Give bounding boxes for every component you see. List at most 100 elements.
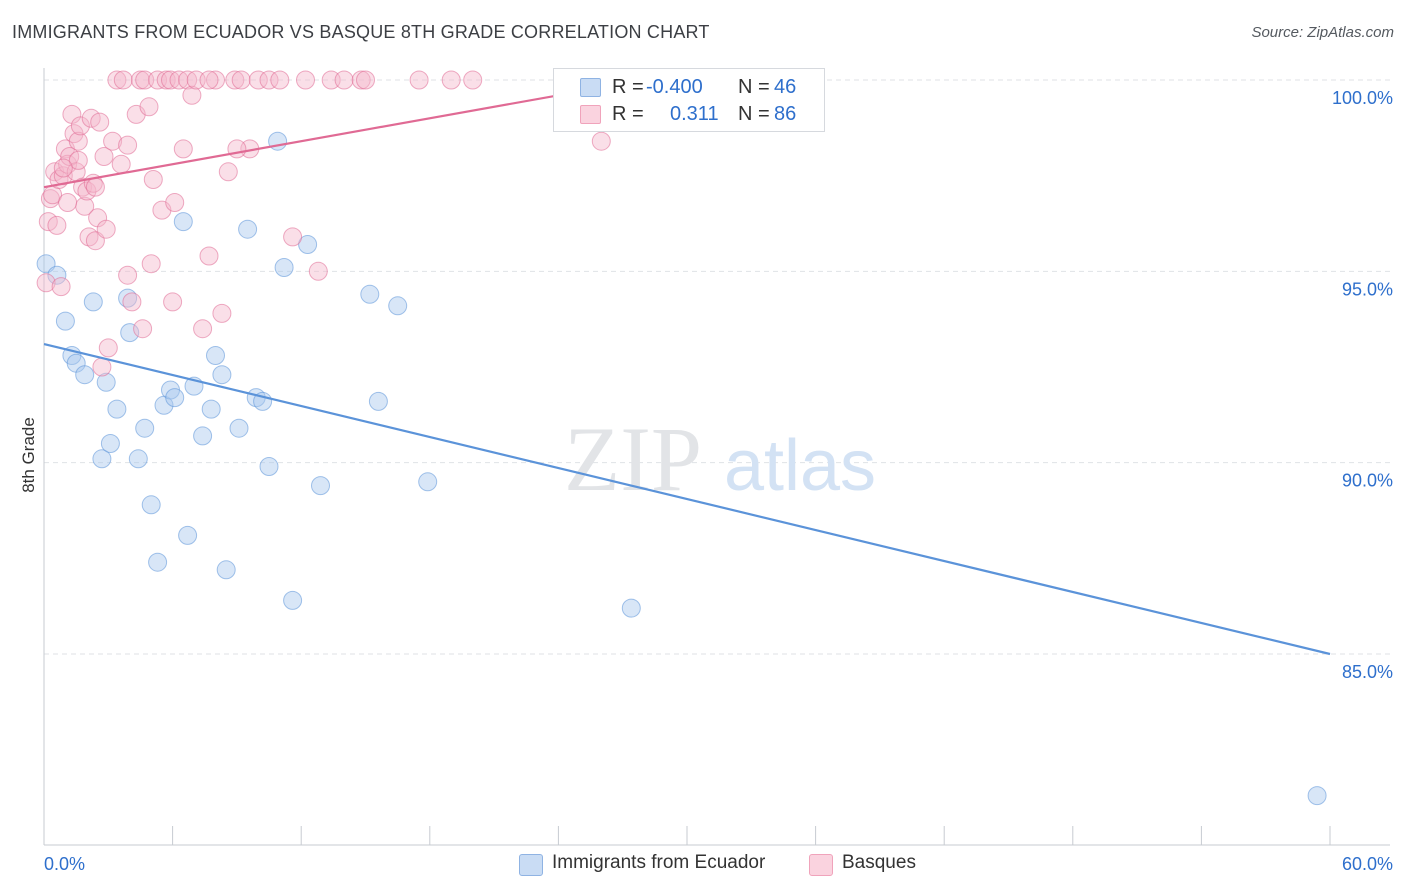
basques-point — [103, 131, 123, 151]
basques-point — [351, 70, 371, 90]
basques-point — [321, 70, 341, 90]
watermark: ZIP atlas — [564, 408, 876, 510]
basques-point — [270, 70, 290, 90]
basques-point — [218, 162, 238, 182]
basques-point — [133, 319, 153, 339]
basques-point — [79, 227, 99, 247]
ecuador-point — [206, 346, 225, 365]
basques-point — [225, 70, 245, 90]
basques-point — [173, 139, 193, 159]
basques-point — [206, 70, 225, 90]
basques-point — [111, 154, 131, 174]
basques-point — [118, 135, 138, 155]
y-tick-label: 85.0% — [1342, 662, 1393, 682]
ecuador-point — [178, 525, 198, 545]
ecuador-point — [298, 235, 318, 254]
ecuador-point — [100, 434, 120, 453]
basques-point — [113, 70, 133, 90]
basques-point — [283, 227, 303, 247]
basques-point — [139, 97, 159, 117]
ecuador-point — [311, 476, 330, 496]
basques-point — [36, 273, 56, 293]
points-layer — [36, 70, 1327, 806]
basques-point — [356, 70, 375, 90]
basques-point — [248, 70, 268, 90]
basques-point — [165, 193, 185, 212]
legend-n-label: N = — [738, 103, 770, 125]
legend-n-label: N = — [738, 76, 770, 98]
basques-point — [227, 139, 247, 159]
basques-point — [90, 112, 110, 132]
legend-r-label: R = — [612, 103, 644, 125]
basques-point — [308, 261, 328, 281]
y-axis-label: 8th Grade — [19, 417, 38, 493]
legend-n-value: 46 — [774, 76, 797, 98]
basques-point — [47, 215, 67, 235]
basques-point — [182, 85, 202, 105]
axis-layer: 85.0% 90.0% 95.0% 100.0% 0.0% 60.0% — [43, 68, 1393, 874]
ecuador-point — [388, 296, 408, 316]
watermark-atlas: atlas — [724, 426, 876, 506]
ecuador-point — [135, 418, 155, 438]
ecuador-point — [229, 418, 249, 438]
legend-r-label: R = — [612, 76, 644, 98]
basques-point — [122, 292, 142, 312]
legend-n-value: 86 — [774, 103, 797, 125]
ecuador-point — [283, 590, 303, 610]
series-legend-swatch-ecuador — [519, 854, 543, 876]
ecuador-point — [141, 495, 161, 515]
ecuador-point — [259, 457, 279, 476]
ecuador-point — [128, 449, 148, 469]
basques-point — [212, 303, 232, 323]
legend-swatch-basques — [580, 105, 601, 124]
basques-point — [143, 170, 163, 189]
ecuador-point — [274, 258, 294, 277]
ecuador-point — [368, 391, 388, 411]
ecuador-point — [148, 552, 168, 572]
legend-r-value: -0.400 — [646, 76, 703, 98]
basques-point — [70, 116, 90, 136]
x-tick-label: 0.0% — [44, 854, 85, 874]
ecuador-point — [621, 598, 641, 618]
basques-point — [441, 70, 461, 90]
basques-point — [68, 150, 88, 170]
ecuador-point — [55, 311, 75, 331]
ecuador-point — [418, 472, 438, 492]
basques-point — [53, 158, 73, 178]
basques-point — [199, 246, 219, 266]
basques-point — [231, 70, 251, 90]
source-note: Source: ZipAtlas.com — [1251, 24, 1394, 41]
watermark-zip: ZIP — [564, 408, 702, 510]
basques-point — [68, 131, 88, 151]
ecuador-point — [238, 219, 258, 239]
stats-legend: R = -0.400 N = 46 R = 0.311 N = 86 — [553, 68, 825, 132]
basques-point — [96, 219, 116, 239]
basques-point — [107, 70, 127, 90]
basques-point — [130, 70, 150, 90]
series-legend-label-basques: Basques — [842, 852, 916, 873]
ecuador-point — [120, 323, 140, 343]
grid-layer — [44, 79, 1390, 655]
ecuador-point — [201, 399, 221, 419]
legend-r-value: 0.311 — [670, 103, 719, 125]
ecuador-point — [83, 292, 103, 312]
series-legend: Immigrants from Ecuador Basques — [0, 852, 1406, 878]
basques-point — [51, 277, 71, 297]
legend-row-ecuador: R = -0.400 N = 46 — [554, 74, 824, 100]
y-tick-label: 95.0% — [1342, 279, 1393, 299]
basques-point — [94, 147, 114, 166]
basques-trend-line — [43, 78, 645, 189]
basques-point — [334, 70, 354, 90]
basques-point — [296, 70, 315, 90]
ecuador-point — [173, 212, 193, 232]
trend-layer — [43, 78, 1331, 656]
y-tick-label: 90.0% — [1342, 471, 1393, 491]
series-legend-swatch-basques — [809, 854, 833, 876]
ecuador-point — [92, 449, 112, 469]
basques-point — [409, 70, 429, 90]
ecuador-point — [107, 399, 127, 419]
series-legend-label-ecuador: Immigrants from Ecuador — [552, 852, 766, 873]
y-tick-label: 100.0% — [1332, 88, 1393, 108]
basques-point — [98, 338, 118, 358]
